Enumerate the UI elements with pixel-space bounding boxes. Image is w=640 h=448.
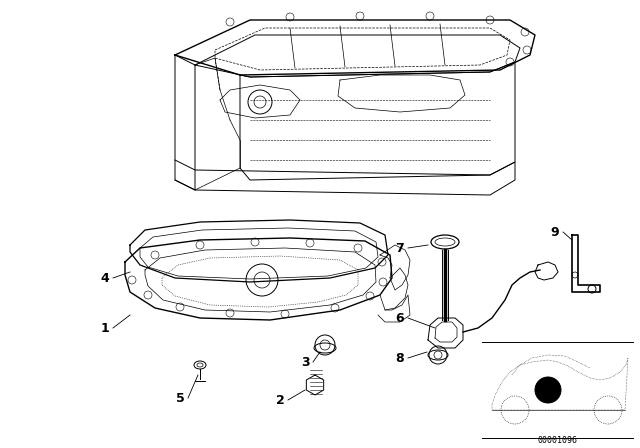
Text: 4: 4 bbox=[100, 271, 109, 284]
Circle shape bbox=[535, 377, 561, 403]
Text: 7: 7 bbox=[396, 241, 404, 254]
Text: 8: 8 bbox=[396, 352, 404, 365]
Text: 5: 5 bbox=[175, 392, 184, 405]
Text: 00001096: 00001096 bbox=[537, 435, 577, 444]
Text: 1: 1 bbox=[100, 322, 109, 335]
Text: 6: 6 bbox=[396, 311, 404, 324]
Text: 2: 2 bbox=[276, 393, 284, 406]
Text: 9: 9 bbox=[550, 225, 559, 238]
Text: 3: 3 bbox=[301, 356, 309, 369]
